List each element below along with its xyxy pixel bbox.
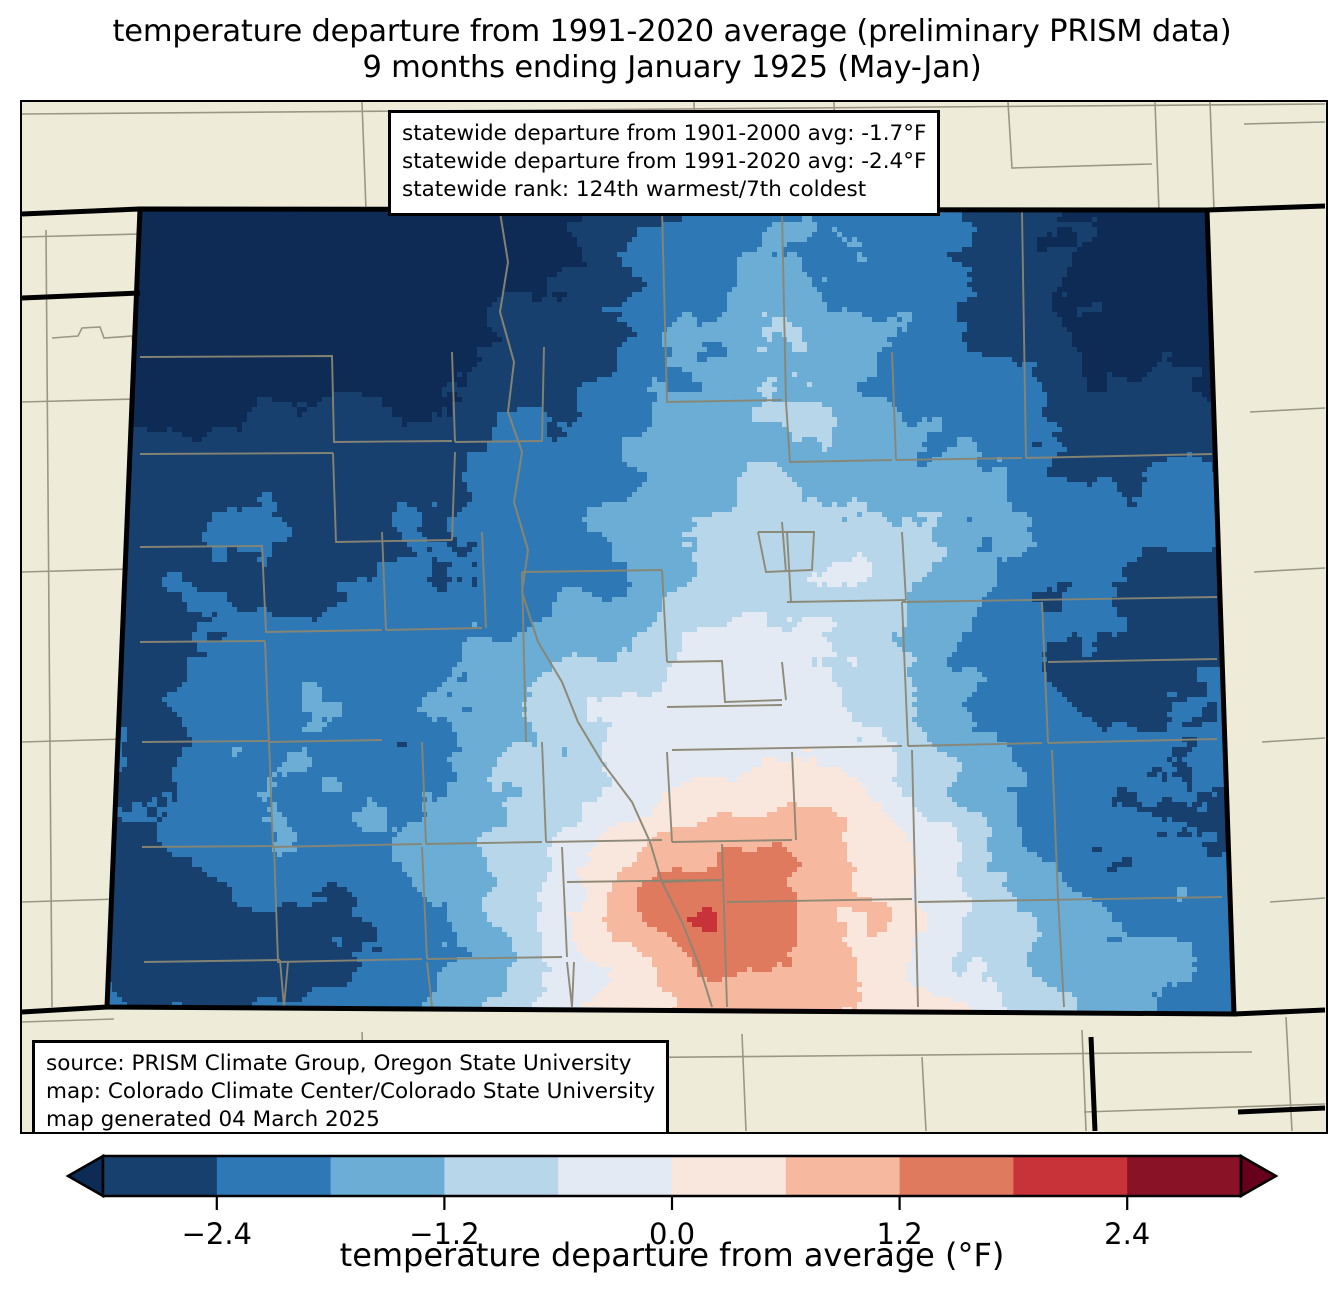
stats-line-1: statewide departure from 1901-2000 avg: … (402, 121, 927, 146)
contour-band (107, 209, 1234, 662)
contour-band (567, 747, 972, 1014)
statewide-stats-box: statewide departure from 1901-2000 avg: … (388, 110, 941, 216)
colorado-county-lines (139, 209, 1223, 1008)
source-credits-box: source: PRISM Climate Group, Oregon Stat… (32, 1040, 670, 1132)
contour-band (602, 802, 892, 1014)
colorbar-tick-label: 0.0 (649, 1217, 695, 1248)
contour-band (637, 842, 802, 982)
colorbar-band (216, 1156, 332, 1196)
colorbar-tick-label: −2.4 (182, 1217, 252, 1248)
title-line-2: 9 months ending January 1925 (May-Jan) (362, 49, 982, 85)
colorbar-band (785, 1156, 901, 1196)
contour-band (532, 552, 1007, 1014)
contour-band (477, 312, 1077, 1014)
colorbar-tick-label: 2.4 (1104, 1217, 1150, 1248)
colorbar-band (1127, 1156, 1242, 1196)
colorado-temperature-departure-map[interactable] (22, 102, 1325, 1131)
colorbar-ticks: −2.4 −1.2 0.0 1.2 2.4 (182, 1196, 1150, 1248)
colorbar-under-arrow (65, 1153, 105, 1199)
colorbar-bands (65, 1153, 1279, 1199)
colorbar-band (558, 1156, 673, 1196)
neighboring-state-borders (22, 203, 1325, 1131)
contour-band (687, 907, 717, 932)
source-line-2: map: Colorado Climate Center/Colorado St… (46, 1078, 656, 1104)
colorbar-band (1013, 1156, 1128, 1196)
colorbar-axis-label: temperature departure from average (°F) (339, 1236, 1005, 1274)
contour-band (232, 212, 1197, 1014)
colorbar-tick-label: −1.2 (409, 1217, 479, 1248)
colorbar-tick-label: 1.2 (877, 1217, 923, 1248)
source-line-1: source: PRISM Climate Group, Oregon Stat… (46, 1051, 632, 1076)
source-line-3: map generated 04 March 2025 (46, 1106, 380, 1132)
stats-line-2: statewide departure from 1991-2020 avg: … (402, 148, 927, 174)
colorbar-band (330, 1156, 445, 1196)
colorbar-over-arrow (1239, 1153, 1279, 1199)
colorbar-band (899, 1156, 1014, 1196)
map-frame[interactable]: statewide departure from 1901-2000 avg: … (20, 100, 1328, 1134)
stats-line-3: statewide rank: 124th warmest/7th coldes… (402, 176, 867, 202)
colorbar-band (672, 1156, 787, 1196)
colorbar-band (103, 1156, 218, 1196)
temperature-contour-field (107, 209, 1234, 1014)
colorbar-container: −2.4 −1.2 0.0 1.2 2.4 temperature departure … (0, 1148, 1344, 1299)
title-line-1: temperature departure from 1991-2020 ave… (112, 14, 1232, 49)
contour-band (107, 209, 1234, 1014)
chart-title: temperature departure from 1991-2020 ave… (0, 14, 1344, 86)
colorbar[interactable]: −2.4 −1.2 0.0 1.2 2.4 (0, 1148, 1344, 1248)
colorbar-band (444, 1156, 559, 1196)
